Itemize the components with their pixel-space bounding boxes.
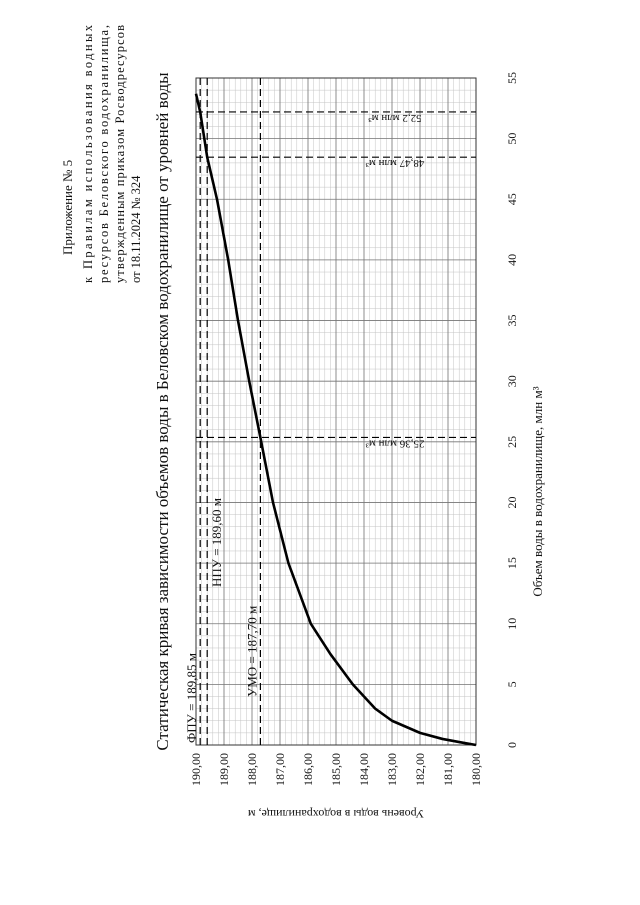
plot-frame bbox=[195, 77, 477, 746]
x-tick-label: 35 bbox=[505, 315, 519, 327]
x-tick-label: 10 bbox=[505, 618, 519, 630]
y-tick-label: 185,00 bbox=[329, 753, 343, 786]
volume-label: 48,47 млн м³ bbox=[365, 157, 425, 169]
x-tick-label: 55 bbox=[505, 72, 519, 84]
level-label: УМО = 187,70 м bbox=[244, 606, 259, 697]
x-tick-label: 40 bbox=[505, 254, 519, 266]
x-axis-label: Объем воды в водохранилище, млн м³ bbox=[530, 386, 545, 596]
x-tick-label: 45 bbox=[505, 193, 519, 205]
volume-label: 25,36 млн м³ bbox=[365, 437, 425, 449]
x-tick-label: 30 bbox=[505, 375, 519, 387]
x-tick-label: 25 bbox=[505, 436, 519, 448]
x-tick-label: 50 bbox=[505, 133, 519, 145]
appendix-title: Приложение № 5 bbox=[60, 160, 75, 255]
y-tick-label: 180,00 bbox=[469, 753, 483, 786]
y-tick-label: 182,00 bbox=[413, 753, 427, 786]
appendix-line: к Правилам использования водных bbox=[81, 24, 95, 283]
y-tick-label: 189,00 bbox=[217, 753, 231, 786]
appendix-line: ресурсов Беловского водохранилища, bbox=[97, 25, 111, 283]
y-tick-label: 190,00 bbox=[189, 753, 203, 786]
volume-label: 52,2 млн м³ bbox=[368, 112, 422, 124]
rotated-content: Приложение № 5 к Правилам использования в… bbox=[60, 24, 545, 821]
chart-title: Статическая кривая зависимости объемов в… bbox=[153, 72, 172, 751]
y-tick-label: 186,00 bbox=[301, 753, 315, 786]
y-tick-label: 187,00 bbox=[273, 753, 287, 786]
appendix-line: утвержденным приказом Росводресурсов bbox=[113, 25, 127, 283]
y-tick-label: 188,00 bbox=[245, 753, 259, 786]
y-axis-label: Уровень воды в водохранилище, м bbox=[248, 807, 425, 821]
x-tick-label: 20 bbox=[505, 496, 519, 508]
x-tick-label: 5 bbox=[505, 681, 519, 687]
y-tick-label: 181,00 bbox=[441, 753, 455, 786]
curve bbox=[194, 93, 477, 747]
y-tick-label: 184,00 bbox=[357, 753, 371, 786]
level-label: НПУ = 189,60 м bbox=[209, 498, 224, 587]
appendix-line: от 18.11.2024 № 324 bbox=[129, 175, 143, 283]
x-tick-label: 15 bbox=[505, 557, 519, 569]
level-label: ФПУ = 189,85 м bbox=[184, 653, 199, 743]
x-tick-label: 0 bbox=[505, 742, 519, 748]
y-tick-label: 183,00 bbox=[385, 753, 399, 786]
